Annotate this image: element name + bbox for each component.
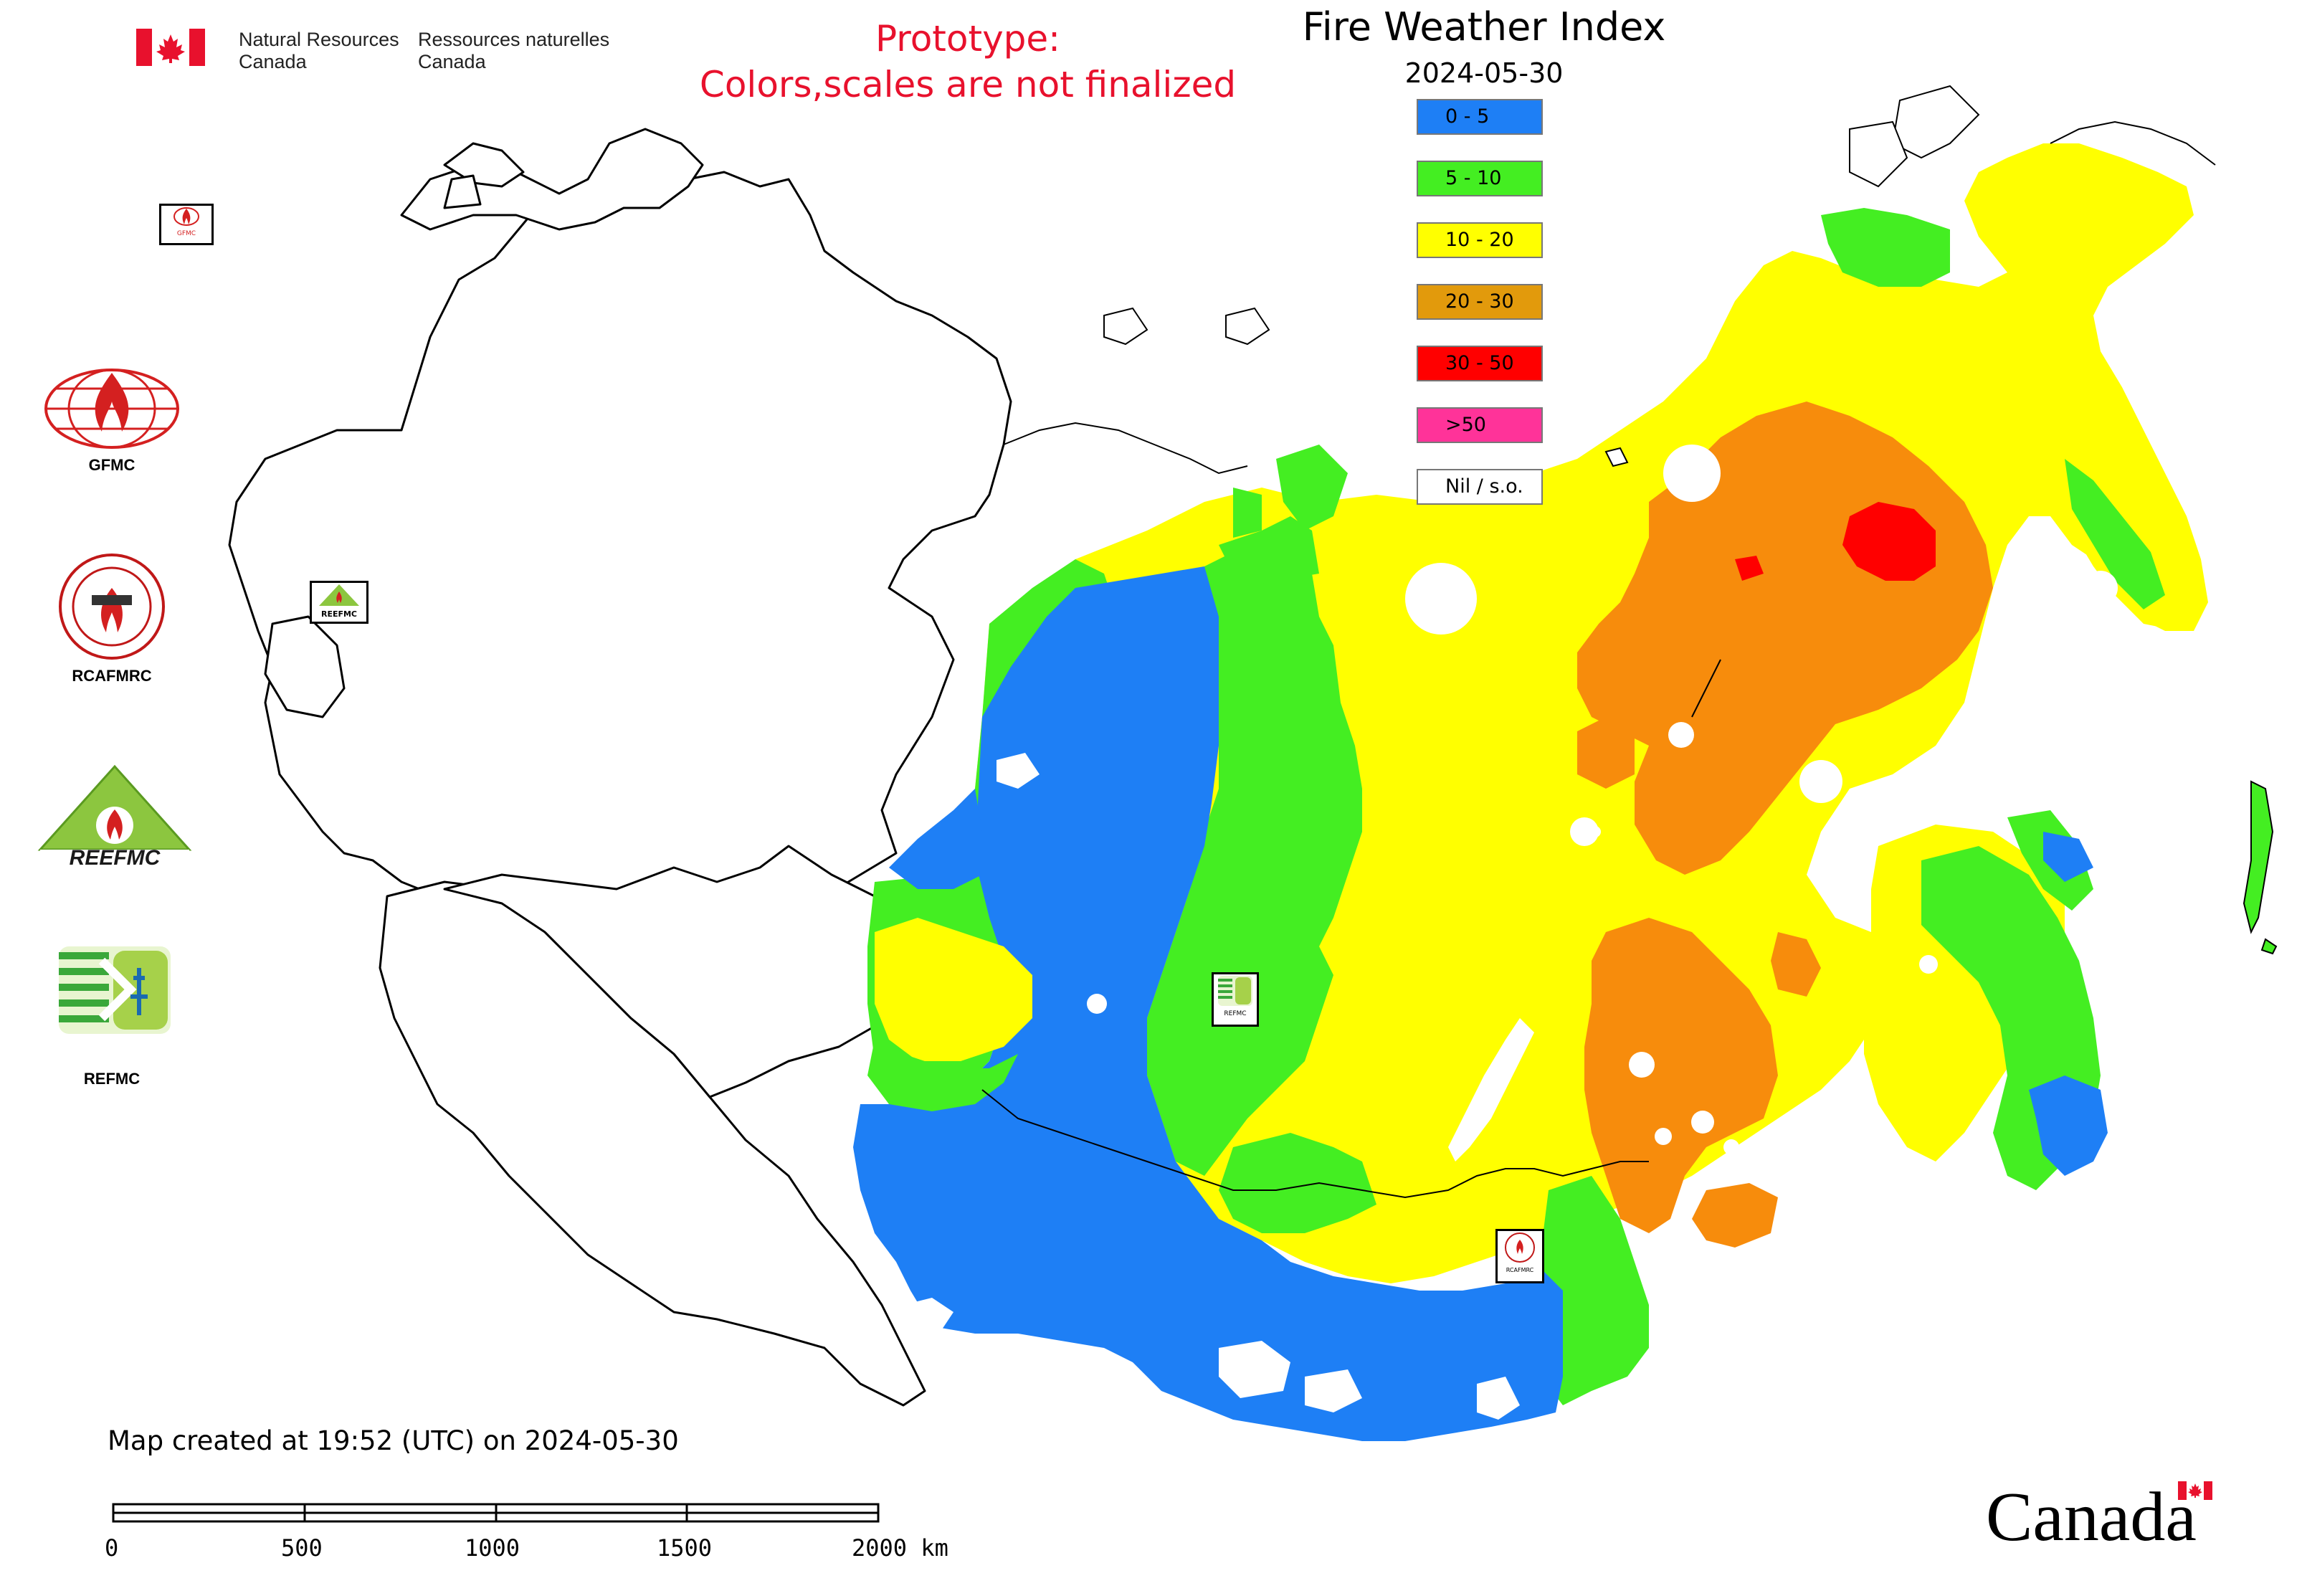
reefmc-triangle-icon: [37, 764, 192, 867]
western-countries-outline: [228, 128, 1012, 1407]
station-reefmc: REEFMC: [310, 581, 368, 624]
far-east-islands: [1103, 85, 2278, 955]
prototype-line-2: Colors,scales are not finalized: [699, 64, 1237, 105]
canada-wordmark: Canada: [1986, 1477, 2230, 1563]
nrcan-signature: [136, 29, 205, 69]
scale-tick-500: 500: [281, 1534, 323, 1562]
station-rcafmrc: RCAFMRC: [1495, 1229, 1544, 1283]
station-reefmc-label: REEFMC: [320, 609, 358, 619]
scale-bar: [112, 1503, 880, 1523]
station-refmc-label: REFMC: [1224, 1010, 1247, 1017]
reefmc-label: REEFMC: [69, 846, 161, 870]
map-date: 2024-05-30: [1404, 57, 1564, 89]
rcafmrc-station-icon: [1505, 1232, 1535, 1263]
refmc-label: REFMC: [83, 1070, 141, 1088]
legend-item-1: 5 - 10: [1417, 161, 1543, 196]
legend-item-0: 0 - 5: [1417, 99, 1543, 135]
map-created-timestamp: Map created at 19:52 (UTC) on 2024-05-30: [108, 1425, 679, 1456]
scale-tick-2000km: 2000 km: [852, 1534, 948, 1562]
station-gfmc-label: GFMC: [176, 230, 196, 237]
legend-item-6: Nil / s.o.: [1417, 469, 1543, 505]
canada-wordmark-text: Canad: [1986, 1478, 2166, 1556]
legend-item-4: 30 - 50: [1417, 346, 1543, 381]
legend-item-2: 10 - 20: [1417, 222, 1543, 258]
canada-wordmark-flag-icon: [2178, 1481, 2212, 1500]
rcafmrc-label: RCAFMRC: [72, 667, 152, 685]
canada-flag-icon: [136, 29, 205, 66]
nrcan-english-name: Natural Resources Canada: [239, 29, 399, 72]
map-title: Fire Weather Index: [1302, 4, 1666, 49]
nrcan-french-name: Ressources naturelles Canada: [418, 29, 610, 72]
station-gfmc: GFMC: [159, 204, 214, 245]
gfmc-label: GFMC: [88, 456, 135, 474]
refmc-station-icon: [1218, 976, 1252, 1006]
legend-item-3: 20 - 30: [1417, 284, 1543, 320]
prototype-notice: Prototype: Colors,scales are not finaliz…: [645, 16, 1290, 108]
station-rcafmrc-label: RCAFMRC: [1506, 1267, 1534, 1273]
scale-tick-1000: 1000: [465, 1534, 520, 1562]
prototype-line-1: Prototype:: [875, 18, 1061, 60]
station-refmc: REFMC: [1212, 972, 1259, 1027]
reefmc-station-icon: [319, 584, 359, 606]
fwi-coverage: [853, 143, 2208, 1441]
refmc-sigma-icon: [59, 946, 171, 1034]
legend-item-5: >50: [1417, 407, 1543, 443]
scale-tick-0: 0: [105, 1534, 119, 1562]
gfmc-station-icon: [173, 207, 199, 226]
rcafmrc-seal-icon: [59, 554, 165, 660]
gfmc-globe-flame-icon: [44, 369, 179, 449]
coastline: [1003, 120, 2216, 718]
scale-tick-1500: 1500: [657, 1534, 713, 1562]
